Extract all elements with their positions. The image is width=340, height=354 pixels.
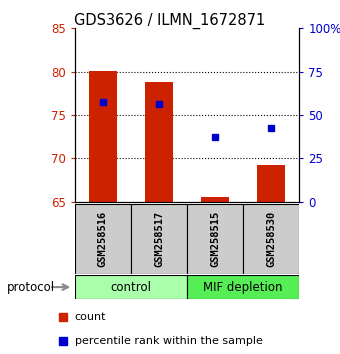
Bar xyxy=(75,204,131,274)
Text: GDS3626 / ILMN_1672871: GDS3626 / ILMN_1672871 xyxy=(74,12,266,29)
Bar xyxy=(131,204,187,274)
Text: GSM258515: GSM258515 xyxy=(210,211,220,267)
Text: count: count xyxy=(75,312,106,322)
Bar xyxy=(75,275,187,299)
Bar xyxy=(145,82,173,202)
Bar xyxy=(257,165,285,202)
Bar xyxy=(187,275,299,299)
Bar xyxy=(187,204,243,274)
Bar xyxy=(243,204,299,274)
Bar xyxy=(201,198,229,202)
Text: percentile rank within the sample: percentile rank within the sample xyxy=(75,336,262,346)
Text: GSM258530: GSM258530 xyxy=(266,211,276,267)
Text: GSM258516: GSM258516 xyxy=(98,211,108,267)
Text: GSM258517: GSM258517 xyxy=(154,211,164,267)
Bar xyxy=(89,71,117,202)
Text: protocol: protocol xyxy=(7,281,55,293)
Text: control: control xyxy=(110,281,151,293)
Text: MIF depletion: MIF depletion xyxy=(203,281,283,293)
